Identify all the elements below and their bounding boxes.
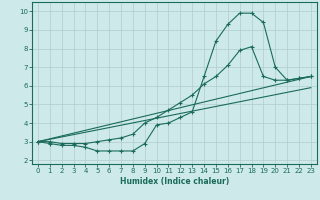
X-axis label: Humidex (Indice chaleur): Humidex (Indice chaleur)	[120, 177, 229, 186]
